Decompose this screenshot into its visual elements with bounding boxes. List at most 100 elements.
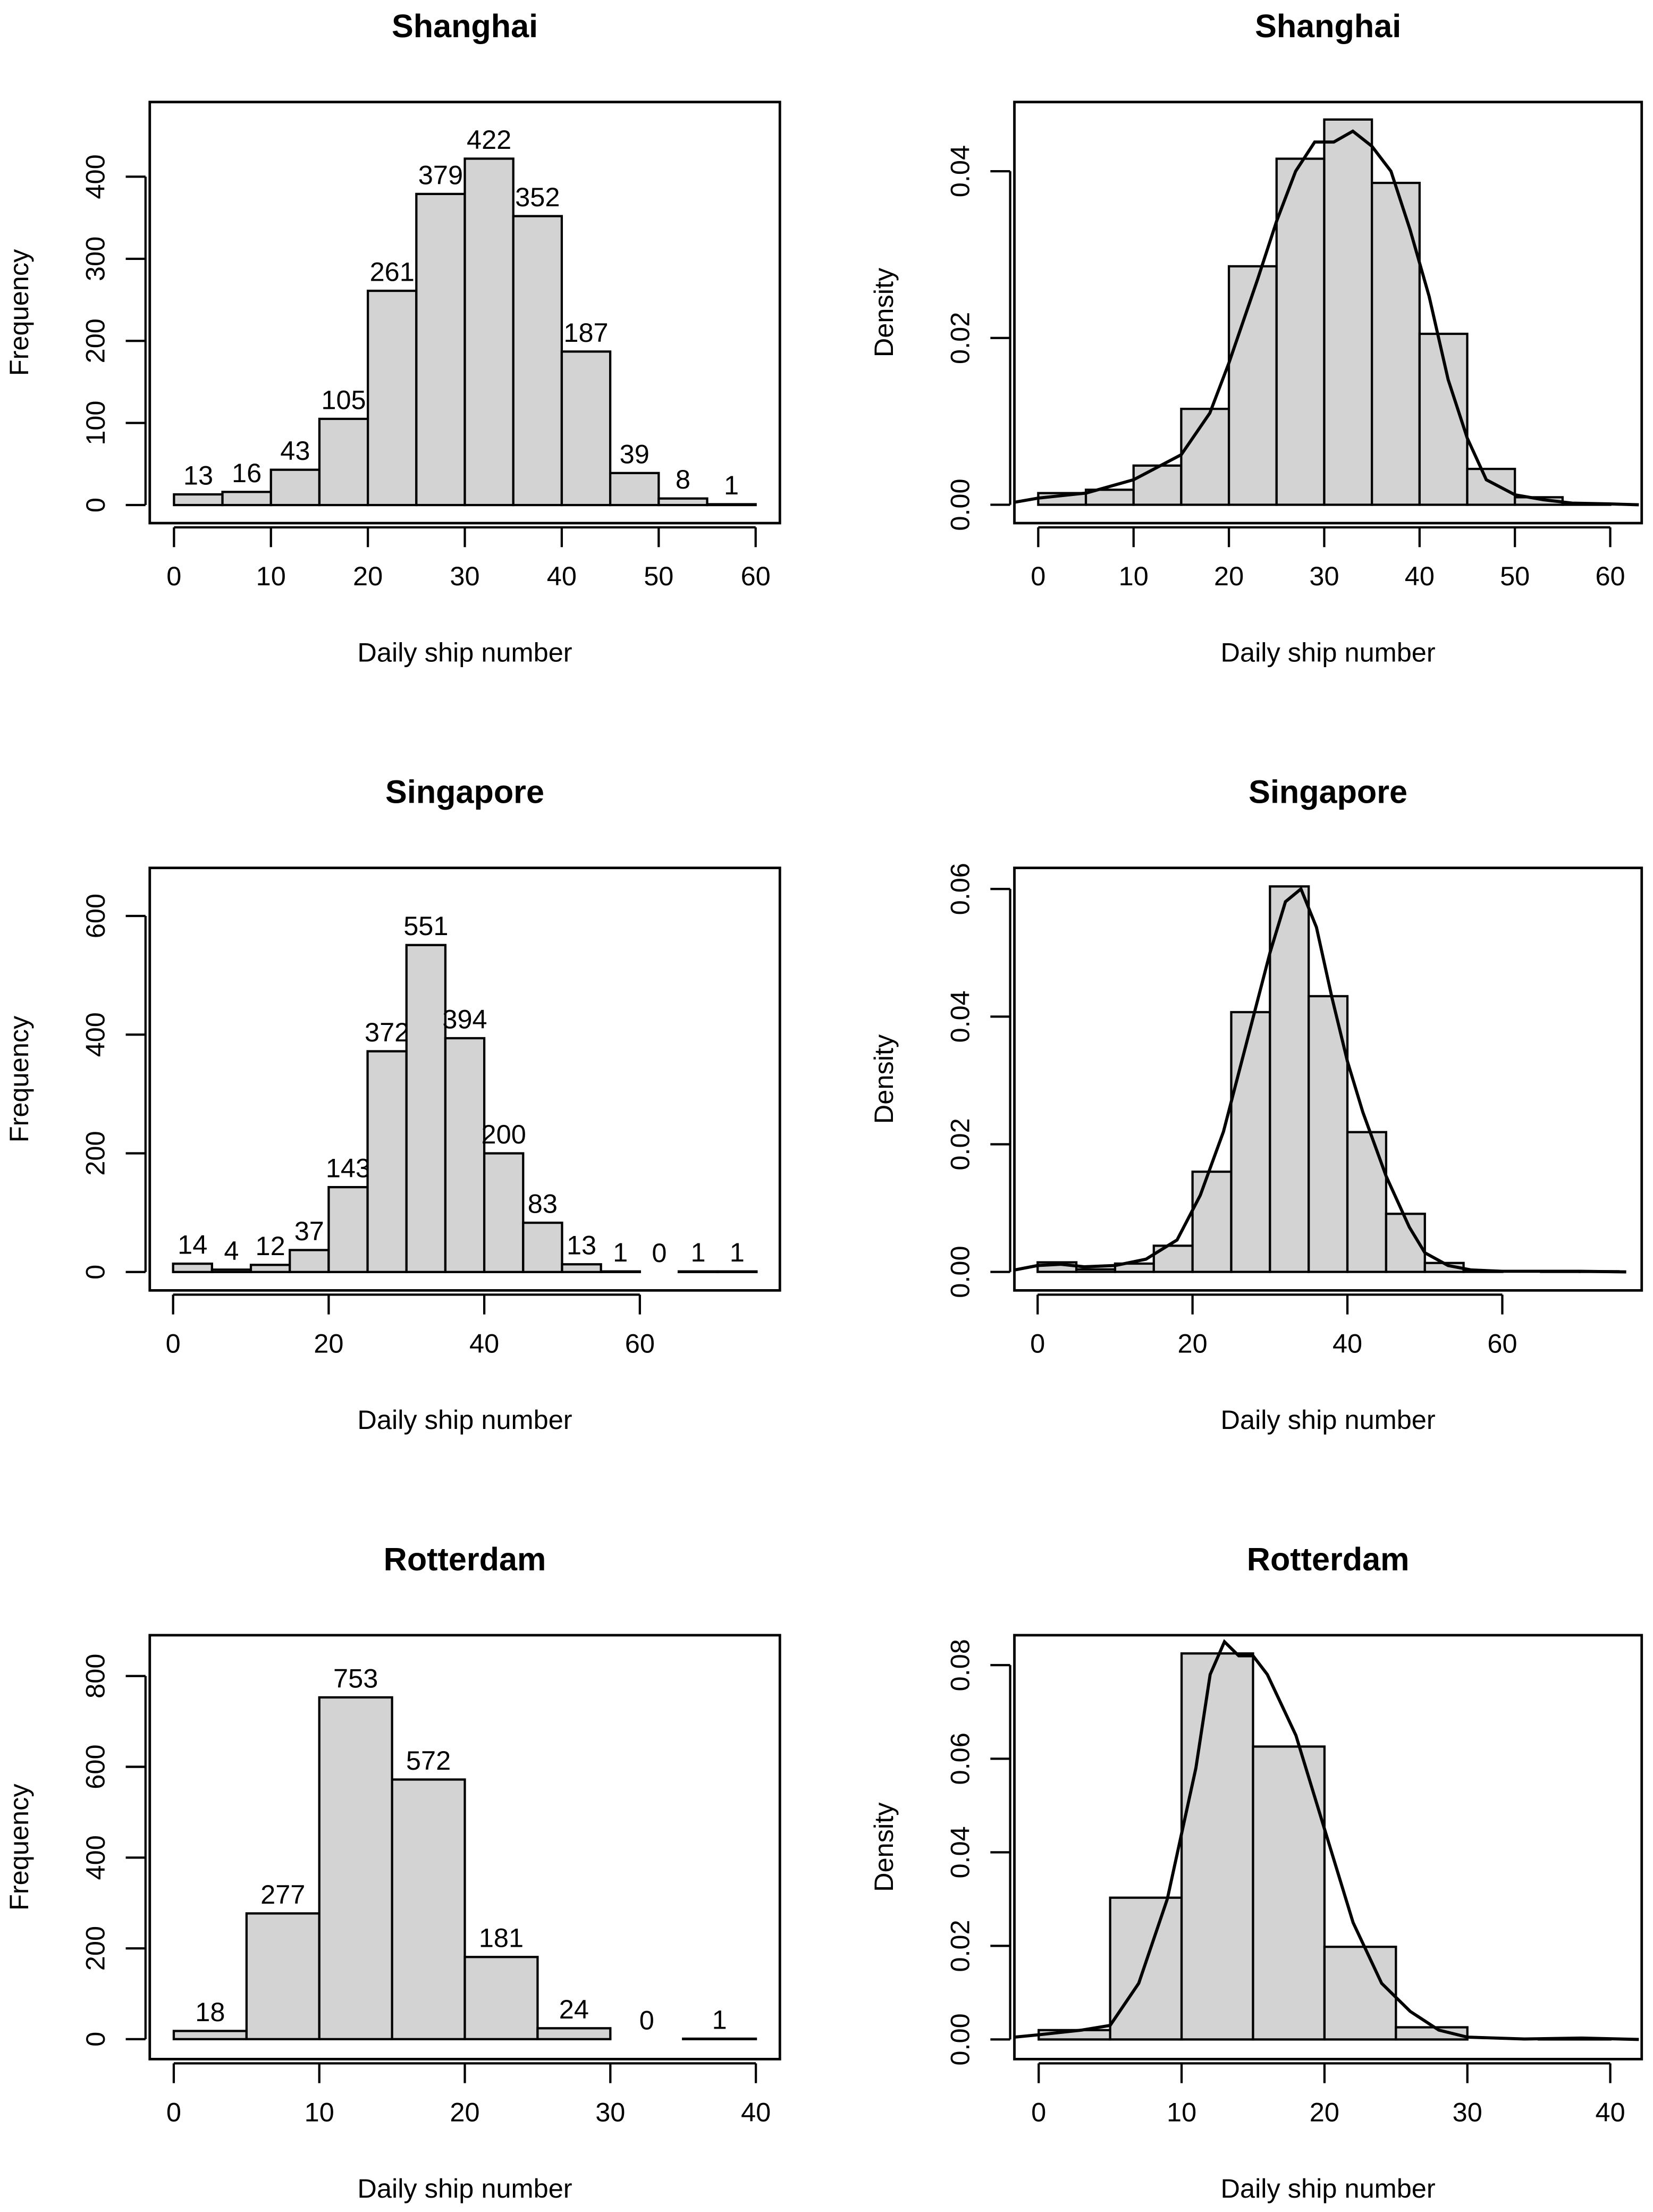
panel-title: Rotterdam: [1247, 1541, 1410, 1577]
panel: Singapore Daily ship number Density 0 20 40 60…: [868, 774, 1643, 1435]
y-axis-label: Density: [868, 1034, 899, 1124]
value-label: 1: [613, 1237, 628, 1267]
x-tick-label: 10: [305, 2097, 334, 2127]
x-axis-label: Daily ship number: [357, 637, 572, 668]
x-tick-label: 20: [353, 561, 383, 591]
value-label: 14: [178, 1230, 207, 1260]
bar: [483, 1152, 525, 1273]
bar: [706, 503, 757, 507]
bar: [463, 1956, 539, 2040]
value-label: 277: [260, 1879, 305, 1910]
y-tick-label: 200: [80, 318, 111, 363]
panel: Shanghai Daily ship number Density 0 10 20 30 4…: [868, 8, 1643, 668]
y-tick-label: 400: [80, 1835, 111, 1880]
panel-title: Singapore: [385, 774, 544, 810]
value-label: 1: [712, 2004, 727, 2034]
value-label: 187: [563, 317, 608, 348]
plot-frame: [1013, 100, 1643, 525]
bar: [172, 1263, 213, 1273]
x-tick-label: 60: [741, 561, 771, 591]
y-tick-label: 0.04: [945, 990, 975, 1042]
x-tick-label: 40: [1332, 1328, 1362, 1358]
value-label: 0: [652, 1238, 667, 1268]
value-label: 551: [403, 911, 448, 941]
bar: [1466, 467, 1516, 506]
bar: [560, 350, 612, 507]
bar: [1323, 118, 1373, 506]
bar: [657, 497, 709, 507]
y-tick-label: 0.00: [945, 1246, 975, 1298]
value-label: 12: [256, 1231, 285, 1261]
bar: [366, 1050, 408, 1273]
x-axis-label: Daily ship number: [1221, 637, 1436, 668]
density-curve: [1014, 886, 1626, 1274]
y-tick-label: 600: [80, 894, 111, 938]
bar: [444, 1037, 486, 1273]
value-label: 13: [567, 1230, 596, 1260]
bar: [561, 1263, 602, 1273]
y-tick-label: 400: [80, 154, 111, 199]
bar: [536, 2027, 612, 2040]
bar: [1109, 1896, 1183, 2041]
bar: [318, 1696, 393, 2040]
plot-frame: [148, 100, 781, 525]
bar: [405, 944, 447, 1273]
bar: [522, 1222, 563, 1273]
bar: [1323, 1946, 1397, 2041]
x-tick-label: 50: [1500, 561, 1530, 591]
bar: [269, 468, 321, 507]
x-tick-label: 0: [1030, 1328, 1045, 1358]
bar: [245, 1912, 321, 2040]
y-tick-label: 0.02: [945, 1118, 975, 1170]
panel-title: Rotterdam: [384, 1541, 546, 1577]
x-tick-label: 40: [547, 561, 577, 591]
x-tick-label: 40: [1405, 561, 1435, 591]
x-tick-label: 10: [256, 561, 286, 591]
bar: [173, 493, 224, 507]
y-axis-label: Frequency: [4, 249, 34, 376]
value-label: 394: [442, 1004, 487, 1034]
y-tick-label: 100: [80, 401, 111, 445]
plot-frame: [148, 1634, 781, 2060]
value-label: 200: [482, 1119, 526, 1149]
x-tick-label: 20: [314, 1328, 343, 1358]
x-tick-label: 0: [166, 2097, 181, 2127]
bar: [1418, 332, 1469, 506]
value-label: 83: [528, 1189, 558, 1219]
bar: [1269, 885, 1310, 1273]
x-tick-label: 40: [741, 2097, 771, 2127]
bar: [1230, 1011, 1271, 1273]
x-tick-label: 30: [1453, 2097, 1482, 2127]
bar: [289, 1249, 330, 1273]
plot-frame: [1013, 1634, 1643, 2060]
y-tick-label: 0.04: [945, 145, 975, 197]
value-label: 1: [724, 470, 739, 500]
bar: [172, 2030, 248, 2040]
y-tick-label: 200: [80, 1926, 111, 1971]
plot-frame: [148, 867, 781, 1292]
y-tick-label: 0.00: [945, 2013, 975, 2065]
x-tick-label: 20: [450, 2097, 479, 2127]
value-label: 261: [370, 256, 415, 287]
x-tick-label: 10: [1119, 561, 1149, 591]
value-label: 372: [365, 1017, 409, 1047]
y-tick-label: 400: [80, 1012, 111, 1057]
x-tick-label: 20: [1214, 561, 1244, 591]
x-tick-label: 0: [1031, 561, 1045, 591]
x-tick-label: 20: [1310, 2097, 1339, 2127]
bar: [1191, 1170, 1233, 1273]
bar: [391, 1778, 466, 2040]
x-tick-label: 30: [1309, 561, 1339, 591]
density-curve: [1014, 129, 1639, 507]
bar: [221, 491, 272, 507]
bar: [1252, 1745, 1326, 2041]
bar: [1275, 157, 1326, 506]
y-tick-label: 200: [80, 1131, 111, 1175]
x-tick-label: 10: [1167, 2097, 1196, 2127]
x-tick-label: 20: [1178, 1328, 1208, 1358]
y-axis-label: Frequency: [4, 1784, 34, 1911]
x-axis-label: Daily ship number: [1221, 1404, 1436, 1435]
y-axis-label: Frequency: [4, 1015, 34, 1142]
x-tick-label: 30: [450, 561, 479, 591]
